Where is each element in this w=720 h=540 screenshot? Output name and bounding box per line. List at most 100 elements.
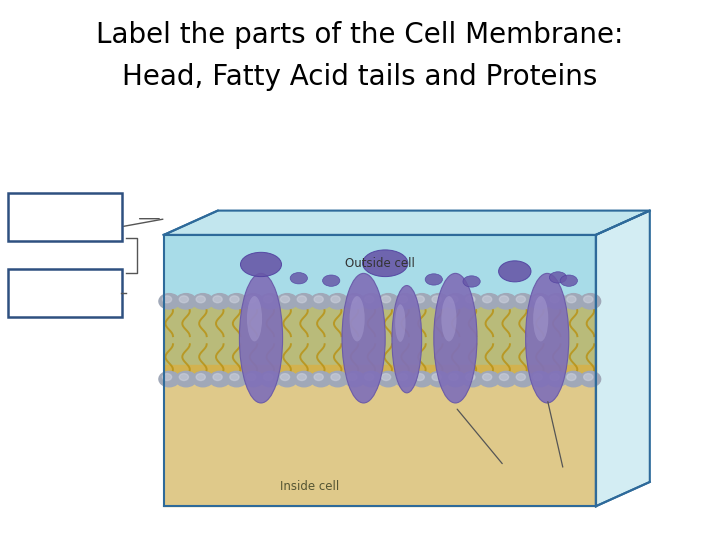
Circle shape	[415, 374, 424, 381]
Circle shape	[213, 374, 222, 381]
Ellipse shape	[342, 273, 385, 403]
Circle shape	[277, 372, 297, 387]
Circle shape	[277, 294, 297, 309]
Circle shape	[264, 374, 273, 381]
Circle shape	[179, 296, 189, 303]
Circle shape	[530, 372, 550, 387]
Text: Outside cell: Outside cell	[345, 256, 415, 270]
Circle shape	[210, 372, 230, 387]
Circle shape	[193, 294, 213, 309]
Circle shape	[230, 296, 239, 303]
Circle shape	[264, 296, 273, 303]
Circle shape	[449, 374, 458, 381]
Circle shape	[176, 294, 197, 309]
Ellipse shape	[247, 296, 262, 341]
Circle shape	[412, 294, 432, 309]
Circle shape	[344, 372, 365, 387]
Circle shape	[479, 372, 500, 387]
Ellipse shape	[290, 273, 307, 284]
Circle shape	[280, 374, 289, 381]
Circle shape	[428, 294, 449, 309]
Circle shape	[446, 294, 466, 309]
Circle shape	[533, 374, 542, 381]
Polygon shape	[164, 235, 596, 364]
Circle shape	[500, 296, 508, 303]
Circle shape	[378, 294, 398, 309]
Circle shape	[297, 296, 307, 303]
Circle shape	[546, 294, 567, 309]
Circle shape	[550, 374, 559, 381]
Circle shape	[196, 374, 205, 381]
Ellipse shape	[463, 276, 480, 287]
Circle shape	[179, 374, 189, 381]
Circle shape	[348, 296, 357, 303]
Circle shape	[213, 296, 222, 303]
Polygon shape	[164, 302, 596, 378]
Circle shape	[432, 374, 441, 381]
Circle shape	[516, 296, 526, 303]
Circle shape	[395, 294, 415, 309]
Circle shape	[364, 374, 374, 381]
Ellipse shape	[350, 296, 365, 341]
Circle shape	[412, 372, 432, 387]
Circle shape	[364, 296, 374, 303]
Circle shape	[328, 294, 348, 309]
Text: Label the parts of the Cell Membrane:: Label the parts of the Cell Membrane:	[96, 21, 624, 49]
Circle shape	[243, 294, 264, 309]
Circle shape	[466, 374, 475, 381]
Ellipse shape	[425, 274, 442, 285]
Ellipse shape	[549, 272, 567, 283]
Circle shape	[331, 296, 340, 303]
Circle shape	[193, 372, 213, 387]
Circle shape	[500, 374, 508, 381]
Circle shape	[247, 374, 256, 381]
Circle shape	[513, 372, 534, 387]
FancyBboxPatch shape	[8, 193, 122, 241]
Circle shape	[584, 296, 593, 303]
Circle shape	[550, 296, 559, 303]
Ellipse shape	[392, 286, 422, 393]
Circle shape	[176, 372, 197, 387]
Text: Inside cell: Inside cell	[280, 480, 339, 492]
Circle shape	[331, 374, 340, 381]
Circle shape	[297, 374, 307, 381]
Circle shape	[314, 296, 323, 303]
Circle shape	[260, 294, 281, 309]
Ellipse shape	[560, 275, 577, 286]
Circle shape	[226, 294, 247, 309]
Circle shape	[462, 294, 482, 309]
Circle shape	[398, 296, 408, 303]
Circle shape	[378, 372, 398, 387]
Circle shape	[584, 374, 593, 381]
FancyBboxPatch shape	[8, 269, 122, 317]
Circle shape	[513, 294, 534, 309]
Circle shape	[382, 296, 391, 303]
Circle shape	[482, 374, 492, 381]
Circle shape	[344, 294, 365, 309]
Circle shape	[294, 372, 314, 387]
Circle shape	[361, 372, 382, 387]
Circle shape	[210, 294, 230, 309]
Circle shape	[567, 374, 576, 381]
Ellipse shape	[395, 305, 405, 342]
Circle shape	[563, 294, 584, 309]
Circle shape	[415, 296, 424, 303]
Circle shape	[348, 374, 357, 381]
Circle shape	[310, 294, 331, 309]
Ellipse shape	[362, 250, 408, 276]
Circle shape	[432, 296, 441, 303]
Ellipse shape	[240, 252, 282, 276]
Ellipse shape	[441, 296, 456, 341]
Text: Head, Fatty Acid tails and Proteins: Head, Fatty Acid tails and Proteins	[122, 63, 598, 91]
Circle shape	[280, 296, 289, 303]
FancyBboxPatch shape	[297, 465, 405, 504]
Ellipse shape	[323, 275, 340, 286]
Circle shape	[395, 372, 415, 387]
Circle shape	[163, 296, 171, 303]
Circle shape	[163, 374, 171, 381]
Ellipse shape	[239, 273, 283, 403]
Polygon shape	[596, 211, 649, 507]
Circle shape	[446, 372, 466, 387]
Circle shape	[567, 296, 576, 303]
Circle shape	[462, 372, 482, 387]
